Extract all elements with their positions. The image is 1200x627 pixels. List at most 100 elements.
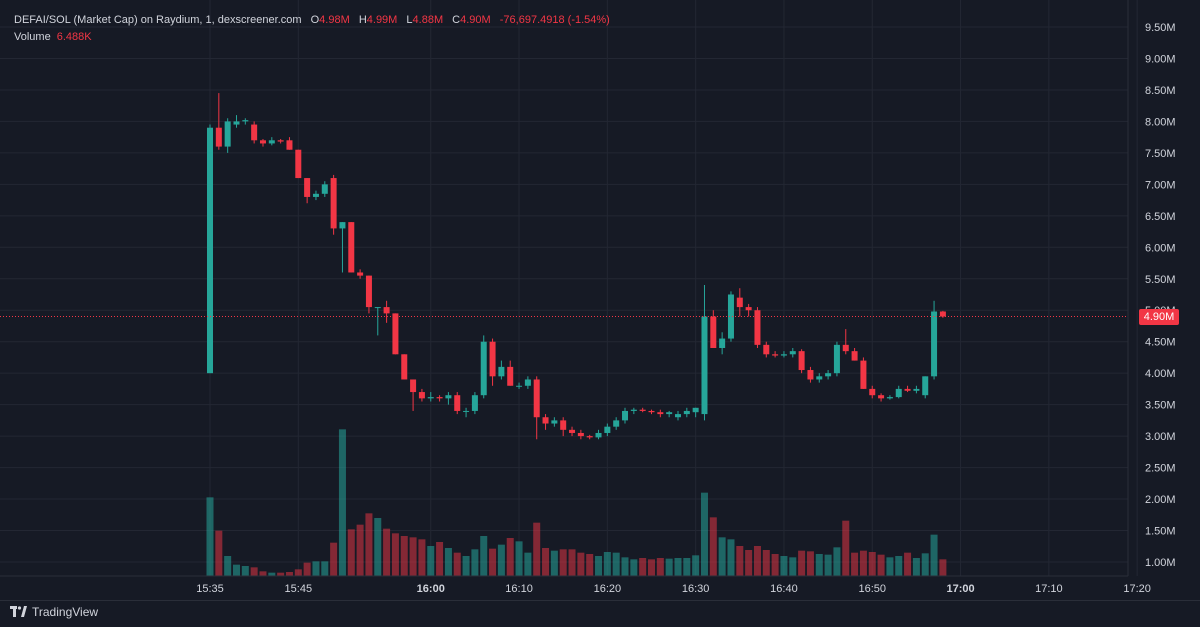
volume-bar (833, 547, 841, 576)
time-tick-label: 17:10 (1035, 583, 1063, 595)
price-tick-label: 6.00M (1145, 242, 1176, 254)
price-tick-label: 6.50M (1145, 211, 1176, 223)
time-tick-label: 16:40 (770, 583, 798, 595)
volume-bar (895, 556, 903, 576)
volume-bar (241, 566, 249, 576)
volume-bar (771, 554, 779, 576)
volume-bar (524, 552, 532, 576)
candle-body (286, 140, 293, 150)
time-tick-label: 16:30 (682, 583, 710, 595)
volume-bar (312, 561, 320, 576)
candle-body (339, 222, 346, 229)
volume-bar (798, 550, 806, 576)
candle-body (692, 407, 699, 413)
candle-body (710, 316, 717, 348)
candle-body (392, 313, 399, 355)
candle-body (727, 294, 734, 339)
volume-bar (727, 539, 735, 576)
candle-body (489, 341, 496, 377)
volume-bar (674, 558, 682, 576)
time-tick-label: 16:20 (594, 583, 622, 595)
volume-bar (497, 544, 505, 576)
candle-body (886, 397, 893, 399)
volume-bar (692, 555, 700, 576)
last-price-tag: 4.90M (1139, 309, 1179, 325)
candle-body (427, 397, 434, 399)
open-value: 4.98M (319, 14, 350, 26)
candle-body (807, 370, 814, 380)
candle-body (259, 140, 266, 144)
volume-bar (215, 530, 223, 576)
volume-bar (586, 554, 594, 576)
volume-bar (391, 533, 399, 576)
candle-body (825, 373, 832, 377)
candle-body (268, 140, 275, 144)
candle-body (878, 395, 885, 399)
candle-body (657, 412, 664, 415)
candle-body (736, 297, 743, 308)
candle-body (233, 121, 240, 125)
volume-bar (630, 559, 638, 576)
volume-bars (206, 429, 947, 576)
volume-bar (806, 551, 814, 576)
candle-body (471, 395, 478, 411)
price-tick-label: 1.50M (1145, 526, 1176, 538)
open-label: O (310, 14, 320, 26)
volume-bar (250, 567, 258, 576)
candle-body (560, 420, 567, 430)
volume-bar (400, 536, 408, 576)
volume-bar (444, 548, 452, 576)
candle-body (816, 376, 823, 380)
candle-body (639, 409, 646, 411)
candle-body (789, 351, 796, 355)
close-value: 4.90M (460, 14, 491, 26)
price-axis[interactable]: 9.50M 9.00M 8.50M 8.00M 7.50M 7.00M 6.50M 6.00M… (1127, 0, 1176, 576)
footer-bar (0, 600, 1200, 627)
time-tick-label: 16:50 (858, 583, 886, 595)
candle-body (436, 397, 443, 399)
volume-bar (753, 546, 761, 576)
candles (207, 93, 946, 440)
time-tick-label: 15:35 (196, 583, 224, 595)
candle-body (418, 392, 425, 399)
volume-bar (303, 562, 311, 576)
candle-body (648, 410, 655, 413)
close-label: C (452, 14, 461, 26)
tradingview-logo[interactable]: TradingView (10, 605, 98, 619)
candle-body (410, 379, 417, 393)
volume-bar (921, 553, 929, 576)
time-axis[interactable]: 15:35 15:45 16:00 16:10 16:20 16:30 16:40 16:50… (0, 575, 1151, 595)
candle-body (913, 388, 920, 391)
candle-body (224, 121, 231, 147)
volume-bar (639, 558, 647, 576)
candle-body (922, 376, 929, 396)
volume-bar (736, 546, 744, 576)
candle-body (904, 388, 911, 391)
volume-bar (542, 548, 550, 576)
volume-bar (285, 572, 293, 576)
low-value: 4.88M (412, 14, 444, 26)
candle-body (304, 178, 311, 197)
candle-body (312, 193, 319, 197)
volume-bar (762, 550, 770, 576)
volume-bar (418, 539, 426, 576)
volume-bar (851, 552, 859, 576)
volume-bar (683, 558, 691, 576)
time-tick-label: 15:45 (285, 583, 313, 595)
volume-bar (321, 561, 329, 576)
candle-body (542, 417, 549, 424)
price-tick-label: 7.50M (1145, 148, 1176, 160)
volume-bar (533, 522, 541, 576)
price-tick-label: 1.00M (1145, 557, 1176, 569)
volume-bar (612, 552, 620, 576)
candle-body (604, 426, 611, 433)
price-tick-label: 4.00M (1145, 368, 1176, 380)
volume-bar (224, 556, 232, 576)
candle-body (454, 395, 461, 411)
volume-bar (656, 558, 664, 576)
volume-bar (347, 529, 355, 576)
change-value: -76,697.4918 (-1.54%) (499, 14, 610, 26)
time-tick-label: 17:20 (1123, 583, 1151, 595)
candle-body (630, 409, 637, 411)
